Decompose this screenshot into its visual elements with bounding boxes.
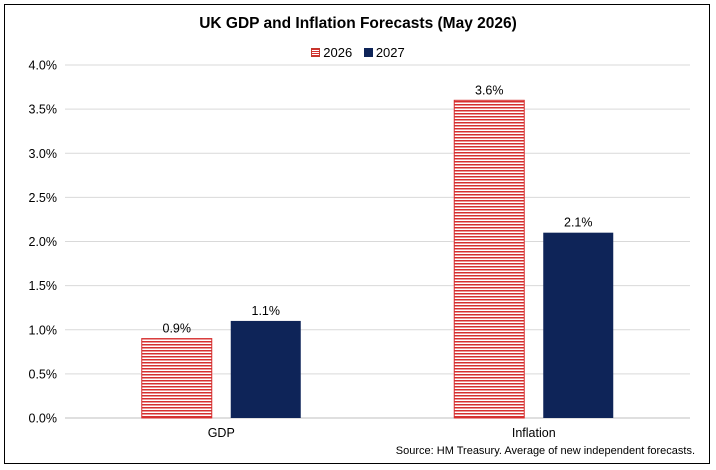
bar-2027-gdp xyxy=(230,320,301,418)
y-tick-label: 2.5% xyxy=(29,191,58,205)
data-label: 2.1% xyxy=(564,216,593,230)
y-tick-label: 4.0% xyxy=(29,59,58,73)
chart-title: UK GDP and Inflation Forecasts (May 2026… xyxy=(199,15,517,32)
y-tick-label: 1.5% xyxy=(29,279,58,293)
legend-item-2027: 2027 xyxy=(363,45,405,60)
y-tick-label: 1.0% xyxy=(29,323,58,337)
data-label: 3.6% xyxy=(475,83,504,97)
y-tick-label: 0.5% xyxy=(29,367,58,381)
source-note: Source: HM Treasury. Average of new inde… xyxy=(395,445,695,457)
bar-chart-plot: 0.0% 0.5% 1.0% 1.5% 2.0% 2.5% 3.0% 3.5% 4.0% 0.9… xyxy=(29,59,690,440)
bar-2027-inflation xyxy=(543,232,614,418)
y-tick-label: 0.0% xyxy=(29,412,58,426)
chart-frame: UK GDP and Inflation Forecasts (May 2026… xyxy=(4,4,710,464)
y-tick-label: 3.5% xyxy=(29,103,58,117)
bar-2026-gdp xyxy=(141,338,213,419)
y-tick-label: 2.0% xyxy=(29,235,58,249)
x-category-label: Inflation xyxy=(512,426,556,440)
y-tick-label: 3.0% xyxy=(29,147,58,161)
legend-item-2026: 2026 xyxy=(311,45,352,60)
bar-2026-inflation xyxy=(453,99,525,419)
chart-legend: 2026 2027 xyxy=(5,45,711,60)
legend-swatch-2026 xyxy=(311,48,321,57)
legend-label-2027: 2027 xyxy=(375,45,405,60)
x-category-label: GDP xyxy=(208,426,235,440)
data-label: 1.1% xyxy=(252,304,281,318)
legend-swatch-2027 xyxy=(363,48,373,57)
data-label: 0.9% xyxy=(163,322,192,336)
legend-label-2026: 2026 xyxy=(323,45,353,60)
